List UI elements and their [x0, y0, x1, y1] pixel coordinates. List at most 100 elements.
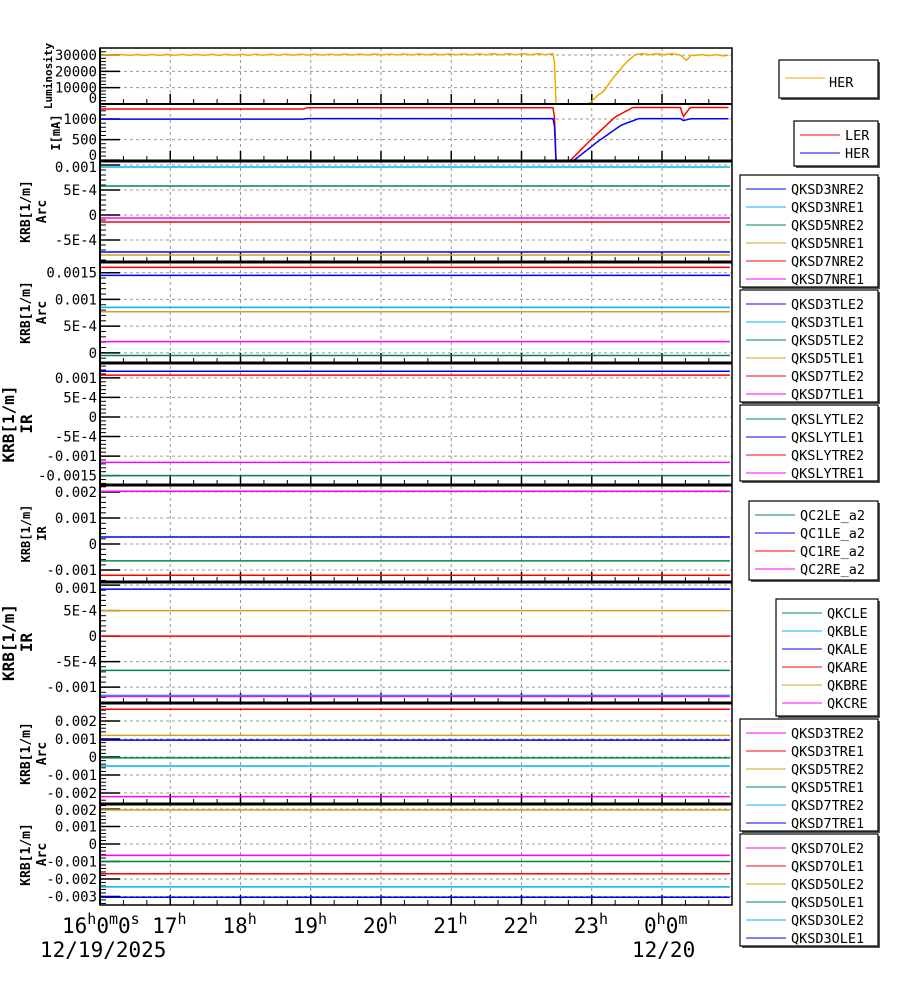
legend-item: QC2RE_a2: [755, 562, 865, 578]
legend-item: QC1LE_a2: [755, 526, 865, 542]
legend-label: QKSLYTLE1: [791, 430, 864, 446]
y-tick-label: 1000: [63, 112, 97, 128]
y-tick-label: -0.001: [46, 854, 97, 870]
y-axis-label: KRB[1/m]: [19, 180, 34, 243]
legend-item: QKSD3OLE1: [746, 931, 864, 947]
legend-label: QKSD5TLE2: [791, 333, 864, 349]
y-axis-label: Luminosity: [42, 43, 55, 110]
x-date-label: 12/20: [632, 938, 695, 962]
y-tick-label: 20000: [55, 64, 97, 80]
x-tick-label: 20h: [363, 910, 397, 938]
y-tick-label: 0.002: [55, 803, 97, 819]
legend-label: QKSD3NRE2: [791, 182, 864, 198]
legend-item: QKSD5TRE1: [746, 780, 864, 796]
y-tick-label: -0.001: [46, 768, 97, 784]
y-tick-label: 0: [89, 837, 97, 853]
legend-label: QC1RE_a2: [800, 544, 865, 560]
panel-6: 0.002 0.001 0 -0.001 KRB[1/m] IR: [19, 483, 732, 582]
legend-box: [739, 404, 879, 482]
legend-item: QKSD7TLE2: [746, 369, 864, 385]
legend-box: [793, 120, 879, 167]
x-date-label: 12/19/2025: [40, 938, 166, 962]
y-axis-label: KRB[1/m]: [19, 505, 33, 563]
legend-item: QKALE: [782, 642, 868, 658]
y-axis-label: I[mA]: [49, 114, 63, 150]
legend-item: QC1RE_a2: [755, 544, 865, 560]
legend-item: LER: [800, 128, 870, 144]
legend-item: QKSD5NRE2: [746, 218, 864, 234]
y-tick-label: -0.001: [46, 449, 97, 465]
y-tick-label: -0.002: [46, 786, 97, 802]
legend-item: QKSD3NRE2: [746, 182, 864, 198]
legend-label: QKSLYTRE1: [791, 466, 864, 482]
legend-label: QKBRE: [827, 678, 868, 694]
series-line-her: [100, 117, 729, 161]
y-tick-label: -5E-4: [55, 430, 97, 446]
legend-label: QKSD3TLE2: [791, 297, 864, 313]
legend-label: HER: [829, 75, 854, 91]
legend-label: QKSD5TLE1: [791, 351, 864, 367]
legend-label: LER: [845, 128, 870, 144]
y-tick-label: 0: [89, 346, 97, 362]
y-tick-label: 0.001: [55, 292, 97, 308]
y-tick-label: 30000: [55, 48, 97, 64]
legend-label: QKSD7OLE2: [791, 841, 864, 857]
y-tick-label: 0: [89, 410, 97, 426]
y-tick-label: 500: [72, 133, 97, 149]
y-tick-label: -0.001: [46, 680, 97, 696]
legend-label: QKSD5TRE2: [791, 762, 864, 778]
legend-label: QKSD3NRE1: [791, 200, 864, 216]
legend-label: QKSD7TLE2: [791, 369, 864, 385]
y-tick-label: -0.0015: [38, 469, 97, 485]
legend-box: [778, 59, 879, 99]
legend-item: QKSD3TRE2: [746, 726, 864, 742]
legend-box: [748, 500, 879, 581]
legend-item: QKSD5TLE2: [746, 333, 864, 349]
legend-label: QKSD3OLE2: [791, 913, 864, 929]
panel-4: 0.0015 0.001 5E-4 0 KRB[1/m] Arc: [19, 260, 732, 363]
legend-item: QKARE: [782, 660, 868, 676]
legend-item: QKSD3OLE2: [746, 913, 864, 929]
legend-box: [739, 174, 879, 288]
x-tick-label: 16h0m0s: [62, 910, 140, 938]
legend-item: QKSD5OLE2: [746, 877, 864, 893]
legend-item: QKSLYTLE2: [746, 412, 864, 428]
legend-item: QKSLYTRE1: [746, 466, 864, 482]
legend-label: HER: [845, 146, 870, 162]
y-tick-label: 0: [89, 750, 97, 766]
y-tick-label: -0.003: [46, 889, 97, 905]
y-tick-label: 5E-4: [63, 390, 97, 406]
y-tick-label: 10000: [55, 81, 97, 97]
legend-item: QKCLE: [782, 606, 868, 622]
x-tick-label: 21h: [433, 910, 467, 938]
legend-label: QKCLE: [827, 606, 868, 622]
legend-item: QKSD7TRE1: [746, 816, 864, 832]
legend-label: QKSD7NRE1: [791, 272, 864, 288]
y-tick-label: 0: [89, 148, 97, 164]
legend-item: QKSD7TLE1: [746, 387, 864, 403]
legend-label: QKSD5TRE1: [791, 780, 864, 796]
x-axis-labels: 16h0m0s 17h 18h 19h 20h 21h 22h 23h 0h0m 12/19/20…: [40, 910, 695, 962]
legend-item: QKSD3NRE1: [746, 200, 864, 216]
y-tick-label: 0.002: [55, 485, 97, 501]
y-axis-label: Arc: [35, 200, 50, 223]
panel-3: 0.001 5E-4 0 -5E-4 KRB[1/m] Arc: [19, 159, 732, 262]
legend-item: QKSLYTRE2: [746, 448, 864, 464]
legend-item: QKSD3TLE2: [746, 297, 864, 313]
y-axis-label: Arc: [35, 301, 50, 324]
legend-label: QKSD7OLE1: [791, 859, 864, 875]
y-axis-label: IR: [35, 526, 49, 541]
y-tick-label: 5E-4: [63, 319, 97, 335]
y-tick-label: 0: [89, 208, 97, 224]
legend-box: [739, 289, 879, 403]
x-tick-label: 19h: [293, 910, 327, 938]
legend-box: [739, 833, 879, 947]
y-tick-label: 0.001: [55, 732, 97, 748]
legend-item: QKSD3TLE1: [746, 315, 864, 331]
legend-item: QKSD7OLE2: [746, 841, 864, 857]
y-tick-label: 0.001: [55, 511, 97, 527]
y-axis-label: Arc: [35, 843, 50, 866]
legend-box: [775, 598, 879, 717]
legend-item: QKSD7NRE2: [746, 254, 864, 270]
